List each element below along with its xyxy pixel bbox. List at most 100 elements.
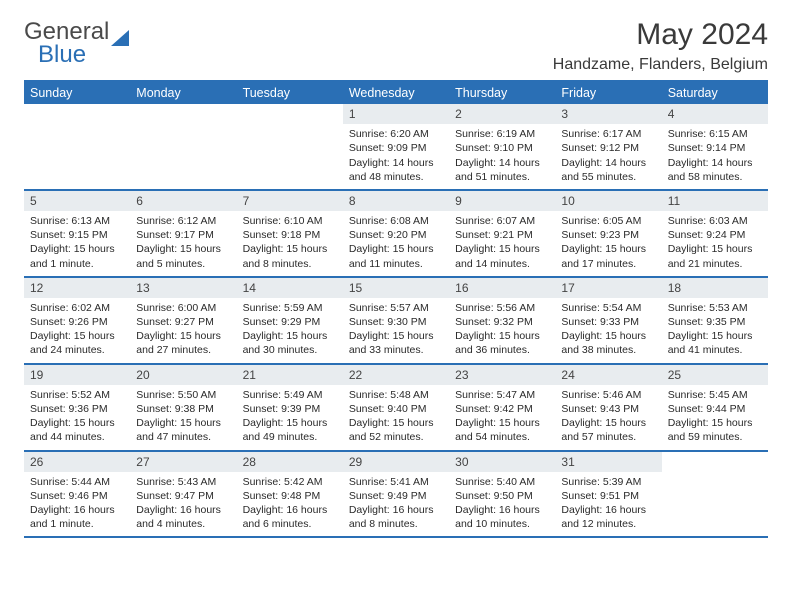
daylight-line-2: and 30 minutes. [243, 343, 337, 357]
day-body: Sunrise: 5:39 AMSunset: 9:51 PMDaylight:… [555, 472, 661, 537]
daylight-line-2: and 59 minutes. [668, 430, 762, 444]
sunset-line: Sunset: 9:43 PM [561, 402, 655, 416]
logo: General Blue [24, 18, 129, 69]
sunset-line: Sunset: 9:12 PM [561, 141, 655, 155]
day-number: 3 [555, 104, 661, 124]
sunrise-line: Sunrise: 6:20 AM [349, 127, 443, 141]
daylight-line-2: and 10 minutes. [455, 517, 549, 531]
sunrise-line: Sunrise: 5:54 AM [561, 301, 655, 315]
day-body: Sunrise: 6:19 AMSunset: 9:10 PMDaylight:… [449, 124, 555, 189]
day-number: 29 [343, 452, 449, 472]
daylight-line-2: and 33 minutes. [349, 343, 443, 357]
sunrise-line: Sunrise: 6:12 AM [136, 214, 230, 228]
daylight-line-1: Daylight: 16 hours [561, 503, 655, 517]
day-body: Sunrise: 5:50 AMSunset: 9:38 PMDaylight:… [130, 385, 236, 450]
daylight-line-2: and 38 minutes. [561, 343, 655, 357]
day-body: Sunrise: 5:48 AMSunset: 9:40 PMDaylight:… [343, 385, 449, 450]
weekday-friday: Friday [555, 82, 661, 104]
daylight-line-1: Daylight: 15 hours [668, 242, 762, 256]
sunrise-line: Sunrise: 5:45 AM [668, 388, 762, 402]
day-body: Sunrise: 5:41 AMSunset: 9:49 PMDaylight:… [343, 472, 449, 537]
day-number: 15 [343, 278, 449, 298]
day-cell: 14Sunrise: 5:59 AMSunset: 9:29 PMDayligh… [237, 278, 343, 363]
sunrise-line: Sunrise: 5:39 AM [561, 475, 655, 489]
day-cell: 1Sunrise: 6:20 AMSunset: 9:09 PMDaylight… [343, 104, 449, 189]
day-number: 28 [237, 452, 343, 472]
day-number: 14 [237, 278, 343, 298]
day-body: Sunrise: 6:00 AMSunset: 9:27 PMDaylight:… [130, 298, 236, 363]
day-number: 16 [449, 278, 555, 298]
daylight-line-1: Daylight: 16 hours [136, 503, 230, 517]
sunrise-line: Sunrise: 6:07 AM [455, 214, 549, 228]
day-number: 10 [555, 191, 661, 211]
day-cell: 30Sunrise: 5:40 AMSunset: 9:50 PMDayligh… [449, 452, 555, 537]
daylight-line-2: and 14 minutes. [455, 257, 549, 271]
day-body: Sunrise: 5:43 AMSunset: 9:47 PMDaylight:… [130, 472, 236, 537]
daylight-line-1: Daylight: 16 hours [349, 503, 443, 517]
daylight-line-2: and 44 minutes. [30, 430, 124, 444]
sunset-line: Sunset: 9:40 PM [349, 402, 443, 416]
day-cell: 8Sunrise: 6:08 AMSunset: 9:20 PMDaylight… [343, 191, 449, 276]
week-row: 12Sunrise: 6:02 AMSunset: 9:26 PMDayligh… [24, 278, 768, 365]
sunrise-line: Sunrise: 5:44 AM [30, 475, 124, 489]
day-number: 31 [555, 452, 661, 472]
day-body: Sunrise: 6:05 AMSunset: 9:23 PMDaylight:… [555, 211, 661, 276]
week-row: 26Sunrise: 5:44 AMSunset: 9:46 PMDayligh… [24, 452, 768, 539]
daylight-line-2: and 5 minutes. [136, 257, 230, 271]
daylight-line-2: and 12 minutes. [561, 517, 655, 531]
day-cell: 7Sunrise: 6:10 AMSunset: 9:18 PMDaylight… [237, 191, 343, 276]
daylight-line-1: Daylight: 15 hours [136, 416, 230, 430]
day-body: Sunrise: 6:17 AMSunset: 9:12 PMDaylight:… [555, 124, 661, 189]
daylight-line-1: Daylight: 15 hours [668, 329, 762, 343]
week-row: 1Sunrise: 6:20 AMSunset: 9:09 PMDaylight… [24, 104, 768, 191]
daylight-line-2: and 36 minutes. [455, 343, 549, 357]
day-body: Sunrise: 5:57 AMSunset: 9:30 PMDaylight:… [343, 298, 449, 363]
day-number: 22 [343, 365, 449, 385]
header: General Blue May 2024 Handzame, Flanders… [24, 18, 768, 74]
day-body: Sunrise: 6:12 AMSunset: 9:17 PMDaylight:… [130, 211, 236, 276]
day-body: Sunrise: 5:42 AMSunset: 9:48 PMDaylight:… [237, 472, 343, 537]
daylight-line-2: and 4 minutes. [136, 517, 230, 531]
daylight-line-2: and 58 minutes. [668, 170, 762, 184]
sunrise-line: Sunrise: 5:50 AM [136, 388, 230, 402]
day-body: Sunrise: 5:52 AMSunset: 9:36 PMDaylight:… [24, 385, 130, 450]
daylight-line-2: and 8 minutes. [349, 517, 443, 531]
day-body: Sunrise: 5:40 AMSunset: 9:50 PMDaylight:… [449, 472, 555, 537]
day-body: Sunrise: 5:56 AMSunset: 9:32 PMDaylight:… [449, 298, 555, 363]
day-body: Sunrise: 6:07 AMSunset: 9:21 PMDaylight:… [449, 211, 555, 276]
daylight-line-2: and 17 minutes. [561, 257, 655, 271]
day-body: Sunrise: 5:47 AMSunset: 9:42 PMDaylight:… [449, 385, 555, 450]
day-body: Sunrise: 5:44 AMSunset: 9:46 PMDaylight:… [24, 472, 130, 537]
day-cell: 9Sunrise: 6:07 AMSunset: 9:21 PMDaylight… [449, 191, 555, 276]
sunset-line: Sunset: 9:10 PM [455, 141, 549, 155]
daylight-line-2: and 54 minutes. [455, 430, 549, 444]
daylight-line-2: and 8 minutes. [243, 257, 337, 271]
daylight-line-1: Daylight: 15 hours [561, 329, 655, 343]
day-cell: 21Sunrise: 5:49 AMSunset: 9:39 PMDayligh… [237, 365, 343, 450]
day-number: 23 [449, 365, 555, 385]
sunrise-line: Sunrise: 5:52 AM [30, 388, 124, 402]
sunset-line: Sunset: 9:29 PM [243, 315, 337, 329]
day-cell: 5Sunrise: 6:13 AMSunset: 9:15 PMDaylight… [24, 191, 130, 276]
sunrise-line: Sunrise: 5:42 AM [243, 475, 337, 489]
day-body: Sunrise: 6:02 AMSunset: 9:26 PMDaylight:… [24, 298, 130, 363]
day-cell: 22Sunrise: 5:48 AMSunset: 9:40 PMDayligh… [343, 365, 449, 450]
daylight-line-2: and 1 minute. [30, 257, 124, 271]
daylight-line-1: Daylight: 15 hours [136, 329, 230, 343]
daylight-line-2: and 11 minutes. [349, 257, 443, 271]
sunset-line: Sunset: 9:26 PM [30, 315, 124, 329]
weeks-container: 1Sunrise: 6:20 AMSunset: 9:09 PMDaylight… [24, 104, 768, 538]
day-cell: 20Sunrise: 5:50 AMSunset: 9:38 PMDayligh… [130, 365, 236, 450]
weekday-row: SundayMondayTuesdayWednesdayThursdayFrid… [24, 82, 768, 104]
day-body: Sunrise: 6:15 AMSunset: 9:14 PMDaylight:… [662, 124, 768, 189]
daylight-line-1: Daylight: 15 hours [455, 329, 549, 343]
sunrise-line: Sunrise: 5:56 AM [455, 301, 549, 315]
day-number: 5 [24, 191, 130, 211]
sunset-line: Sunset: 9:27 PM [136, 315, 230, 329]
sunrise-line: Sunrise: 5:43 AM [136, 475, 230, 489]
daylight-line-1: Daylight: 15 hours [561, 242, 655, 256]
sunrise-line: Sunrise: 5:59 AM [243, 301, 337, 315]
day-body: Sunrise: 6:03 AMSunset: 9:24 PMDaylight:… [662, 211, 768, 276]
daylight-line-1: Daylight: 15 hours [561, 416, 655, 430]
sunset-line: Sunset: 9:50 PM [455, 489, 549, 503]
